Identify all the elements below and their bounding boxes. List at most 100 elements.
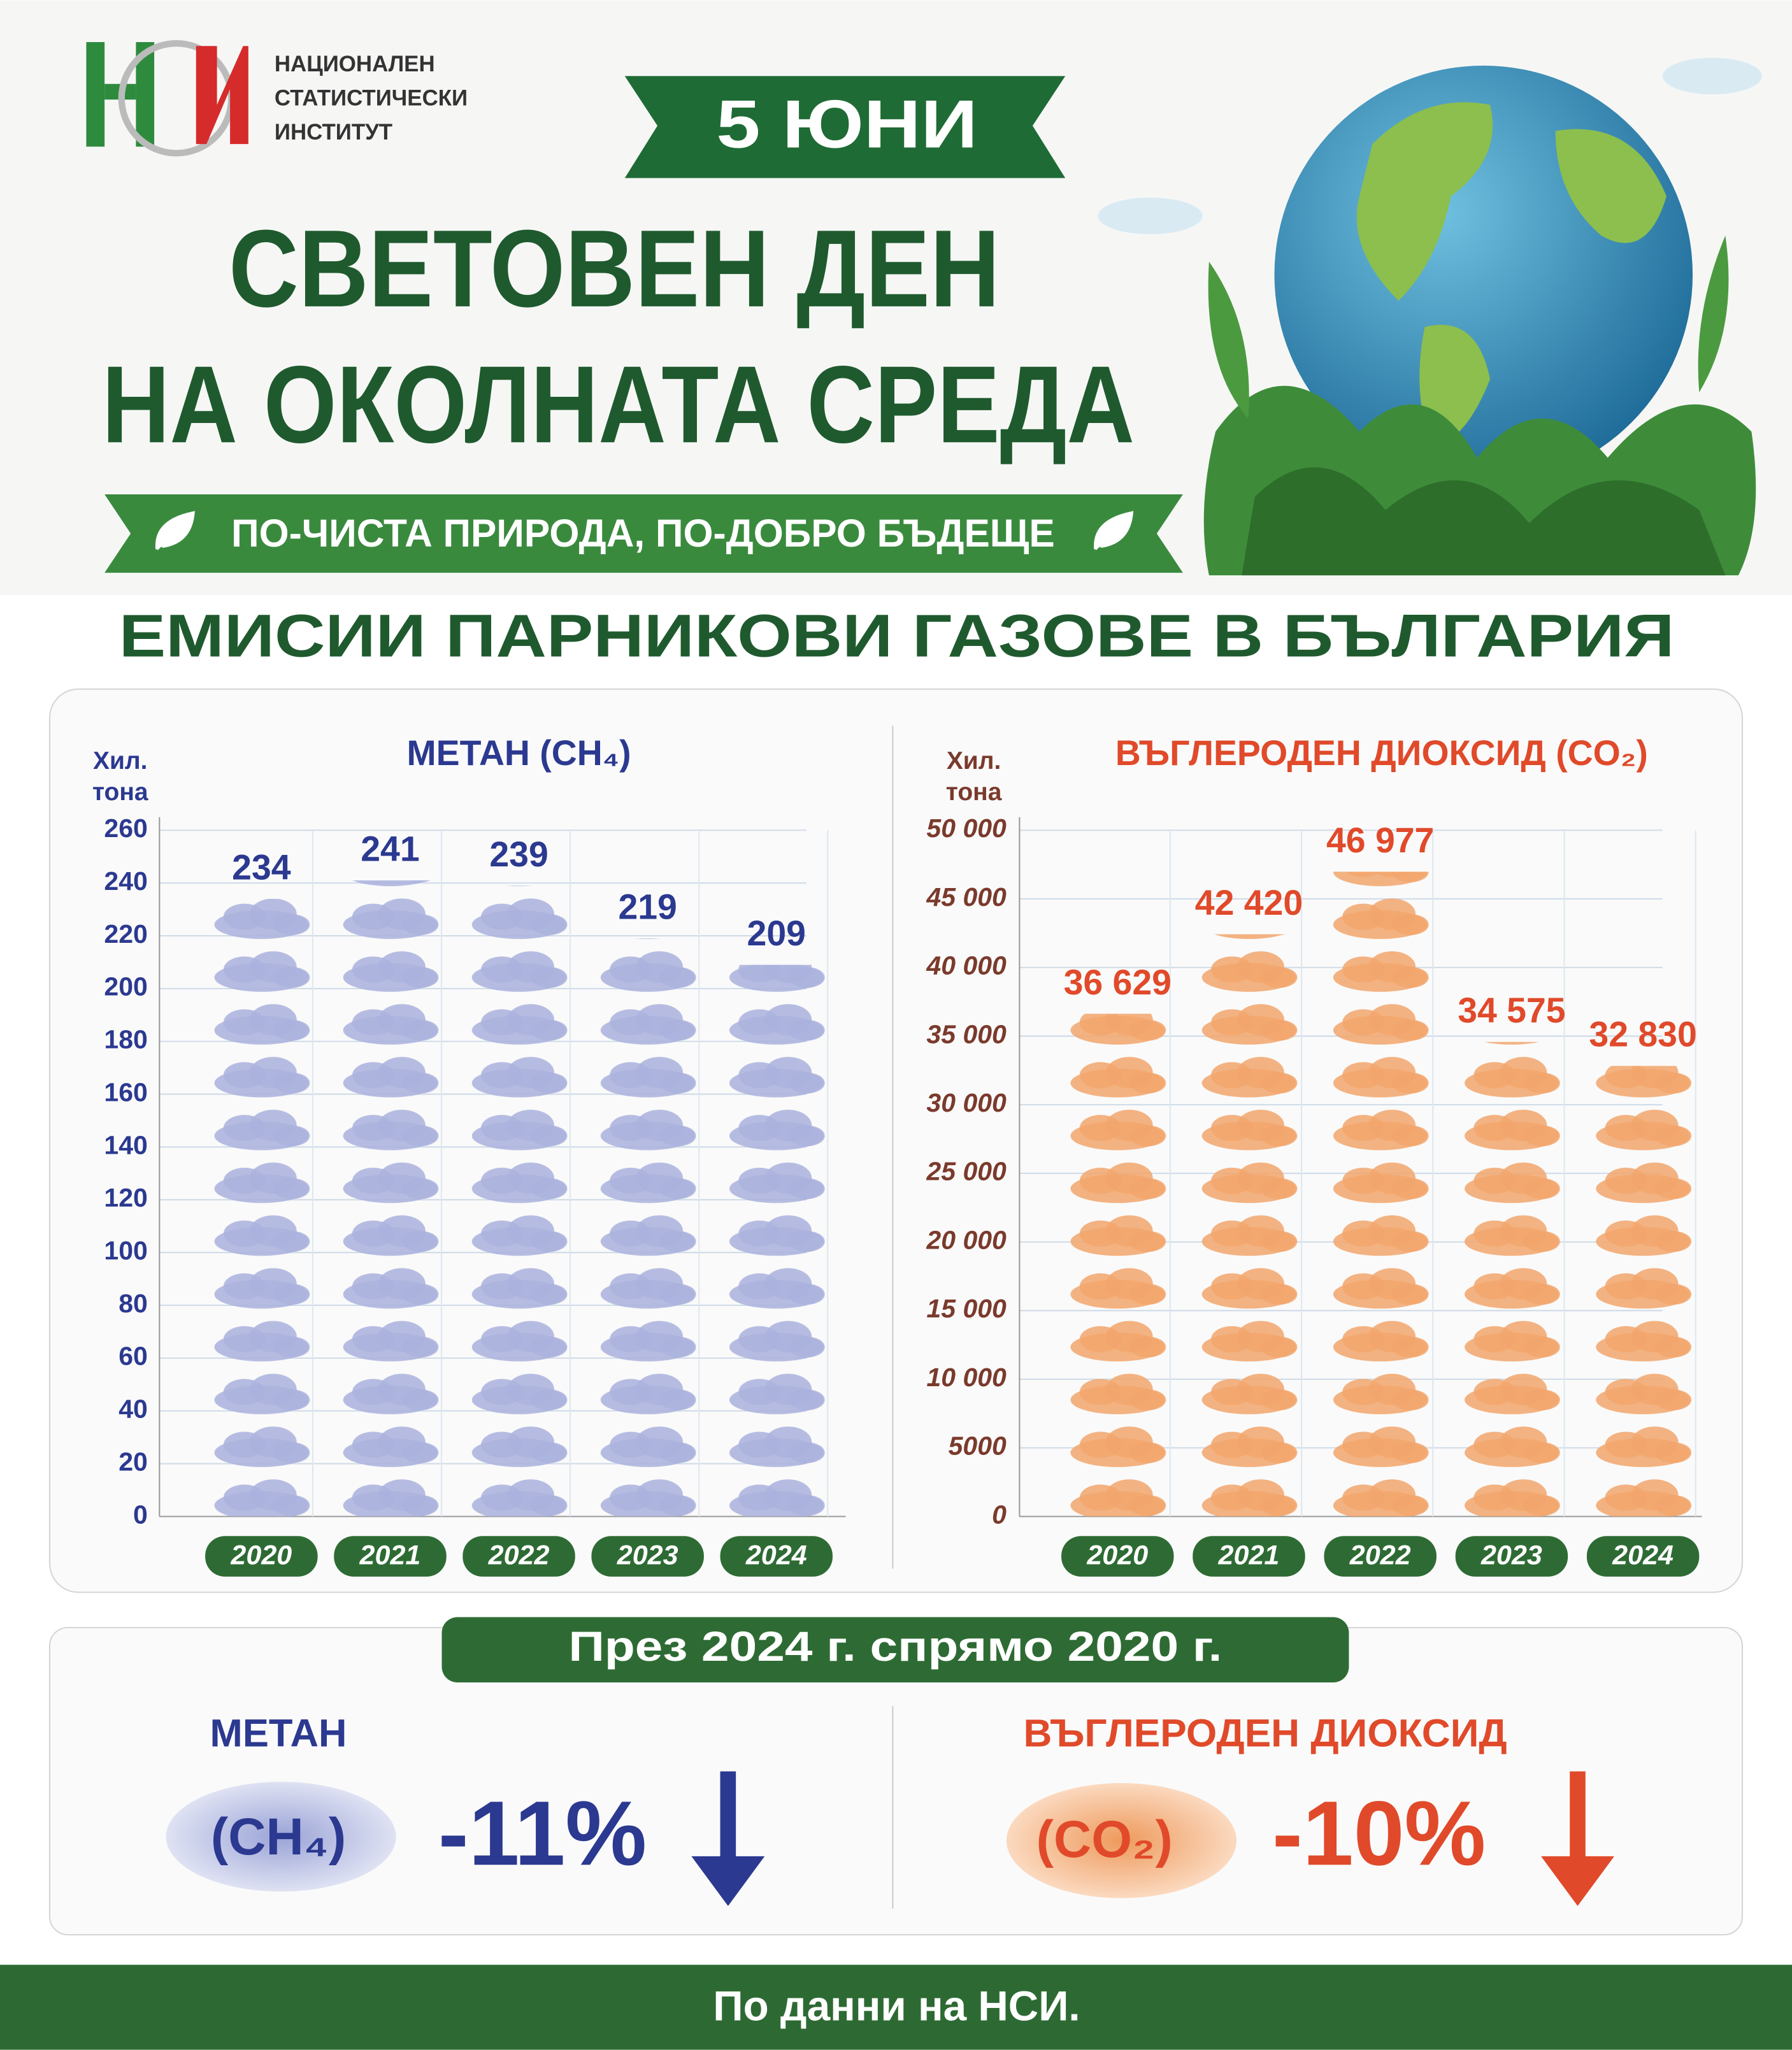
leaf-icon — [155, 511, 195, 550]
y-tick-label: 200 — [104, 972, 147, 1001]
cloud — [166, 1781, 396, 1892]
slogan: ПО-ЧИСТА ПРИРОДА, ПО-ДОБРО БЪДЕЩЕ — [231, 512, 1055, 556]
y-tick-label: 240 — [104, 866, 147, 896]
date-ribbon — [624, 76, 1066, 178]
bar — [1200, 934, 1303, 1517]
bar — [470, 885, 573, 1517]
y-tick-label: 30 000 — [926, 1088, 1007, 1117]
logo-text: СТАТИСТИЧЕСКИ — [275, 86, 468, 111]
bar — [1069, 1014, 1172, 1517]
date: 5 ЮНИ — [716, 86, 977, 162]
y-tick-label: 160 — [104, 1077, 147, 1107]
slogan-ribbon — [104, 494, 1183, 573]
y-tick-label: 25 000 — [926, 1157, 1007, 1186]
footer-band — [0, 1965, 1792, 2050]
summary-heading: През 2024 г. спрямо 2020 г. — [569, 1623, 1222, 1670]
value-label: 209 — [747, 914, 806, 953]
gas-name: ВЪГЛЕРОДЕН ДИОКСИД — [1024, 1711, 1507, 1755]
value-label: 36 629 — [1064, 963, 1172, 1002]
bar — [213, 899, 315, 1517]
y-tick-label: 120 — [104, 1183, 147, 1212]
y-tick-label: 140 — [104, 1130, 147, 1159]
bar — [1463, 1042, 1566, 1517]
y-tick-label: 40 000 — [926, 951, 1007, 980]
bar — [341, 880, 444, 1517]
year-pill — [462, 1536, 575, 1577]
logo-text: ИНСТИТУТ — [275, 120, 392, 145]
chart-title: МЕТАН (CH₄) — [407, 733, 631, 773]
y-tick-label: 40 — [118, 1394, 148, 1424]
x-tick-label: 2022 — [1349, 1540, 1411, 1570]
value-label: 42 420 — [1195, 883, 1303, 922]
footer: По данни на НСИ. — [713, 1982, 1080, 2029]
y-axis-label: Хил. — [93, 747, 148, 775]
year-pill — [1586, 1536, 1700, 1577]
y-tick-label: 5000 — [949, 1431, 1007, 1461]
y-tick-label: 220 — [104, 919, 147, 949]
x-tick-label: 2024 — [745, 1540, 807, 1570]
charts: МЕТАН (CH₄) Хил. тона 0 20 40 60 80 100 120 140 160… — [92, 733, 1702, 1577]
value-label: 34 575 — [1458, 991, 1565, 1030]
y-axis-label: тона — [92, 778, 148, 806]
cloud — [1006, 1783, 1236, 1898]
headline: ЕМИСИИ ПАРНИКОВИ ГАЗОВЕ В БЪЛГАРИЯ — [119, 603, 1675, 670]
value-label: 46 977 — [1326, 821, 1434, 860]
chart-title: ВЪГЛЕРОДЕН ДИОКСИД (CO₂) — [1115, 733, 1648, 773]
y-tick-label: 20 — [118, 1447, 148, 1476]
x-tick-label: 2020 — [230, 1540, 292, 1570]
logo — [86, 39, 248, 157]
value-label: 32 830 — [1589, 1015, 1696, 1054]
value-label: 239 — [489, 835, 548, 874]
logo-text: НАЦИОНАЛЕН — [275, 52, 435, 76]
year-pill — [720, 1536, 833, 1577]
change: -10% — [1272, 1782, 1486, 1884]
y-tick-label: 0 — [992, 1500, 1007, 1529]
year-pill — [1193, 1536, 1305, 1577]
y-tick-label: 15 000 — [926, 1294, 1007, 1323]
y-axis-label: тона — [946, 778, 1002, 806]
x-tick-label: 2023 — [617, 1540, 678, 1570]
y-tick-label: 0 — [133, 1500, 148, 1529]
change: -11% — [438, 1782, 647, 1884]
summary-pill — [441, 1617, 1349, 1683]
value-label: 219 — [618, 887, 677, 927]
down-arrow — [691, 1771, 765, 1906]
bar — [728, 964, 830, 1517]
year-pill — [1061, 1536, 1174, 1577]
value-label: 241 — [361, 829, 419, 868]
bar — [1595, 1066, 1697, 1517]
gas-formula: (CO₂) — [1036, 1810, 1173, 1868]
title: СВЕТОВЕН ДЕН — [229, 207, 1000, 330]
gas-name: МЕТАН — [210, 1711, 347, 1755]
y-tick-label: 20 000 — [926, 1225, 1007, 1254]
y-tick-label: 10 000 — [926, 1363, 1007, 1392]
down-arrow — [1541, 1771, 1614, 1906]
x-tick-label: 2022 — [488, 1540, 550, 1570]
year-pill — [205, 1536, 318, 1577]
y-tick-label: 35 000 — [926, 1019, 1007, 1049]
year-pill — [334, 1536, 447, 1577]
leaf-icon — [1094, 511, 1134, 550]
x-tick-label: 2023 — [1480, 1540, 1542, 1570]
year-pill — [591, 1536, 704, 1577]
gas-formula: (CH₄) — [211, 1808, 346, 1866]
bar — [1331, 871, 1434, 1517]
y-tick-label: 50 000 — [926, 814, 1007, 843]
x-tick-label: 2020 — [1086, 1540, 1148, 1570]
value-label: 234 — [232, 847, 291, 887]
x-tick-label: 2021 — [1218, 1540, 1280, 1570]
year-pill — [1455, 1536, 1568, 1577]
x-tick-label: 2021 — [359, 1540, 421, 1570]
bar — [599, 938, 701, 1517]
year-pill — [1324, 1536, 1437, 1577]
y-axis-label: Хил. — [947, 747, 1001, 775]
y-tick-label: 60 — [118, 1342, 148, 1371]
y-tick-label: 100 — [104, 1236, 147, 1265]
y-tick-label: 260 — [104, 814, 147, 843]
title: НА ОКОЛНАТА СРЕДА — [102, 343, 1135, 466]
y-tick-label: 180 — [104, 1025, 147, 1054]
y-tick-label: 80 — [118, 1289, 148, 1318]
globe — [1098, 57, 1762, 576]
x-tick-label: 2024 — [1612, 1540, 1674, 1570]
